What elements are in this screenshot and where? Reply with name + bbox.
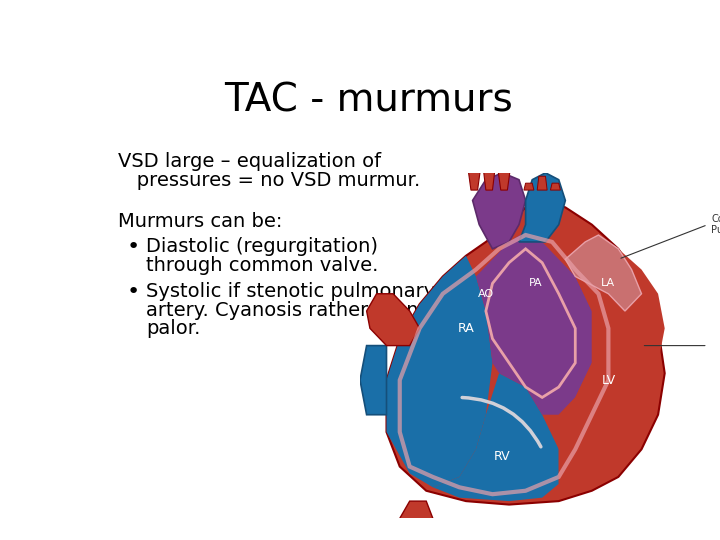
Polygon shape bbox=[559, 235, 665, 484]
Text: AO: AO bbox=[478, 289, 494, 299]
Text: RA: RA bbox=[458, 322, 474, 335]
Text: •: • bbox=[126, 238, 140, 258]
Polygon shape bbox=[498, 159, 510, 190]
Polygon shape bbox=[387, 256, 492, 487]
Text: LV: LV bbox=[601, 374, 616, 387]
Text: LA: LA bbox=[601, 279, 616, 288]
Polygon shape bbox=[565, 235, 642, 311]
Text: Continu
Pulmona: Continu Pulmona bbox=[711, 214, 720, 235]
Polygon shape bbox=[468, 159, 481, 190]
Polygon shape bbox=[537, 176, 547, 190]
Polygon shape bbox=[433, 373, 559, 501]
Polygon shape bbox=[551, 183, 560, 190]
Polygon shape bbox=[519, 173, 565, 242]
Text: artery. Cyanosis rather than: artery. Cyanosis rather than bbox=[145, 301, 418, 320]
Text: PA: PA bbox=[528, 279, 542, 288]
Polygon shape bbox=[472, 173, 526, 249]
Polygon shape bbox=[366, 294, 420, 346]
Text: RV: RV bbox=[494, 450, 510, 463]
Text: Murmurs can be:: Murmurs can be: bbox=[118, 212, 282, 232]
Text: pressures = no VSD murmur.: pressures = no VSD murmur. bbox=[118, 171, 420, 190]
Text: VSD large – equalization of: VSD large – equalization of bbox=[118, 152, 381, 171]
Text: TAC - murmurs: TAC - murmurs bbox=[225, 82, 513, 119]
Text: •: • bbox=[126, 282, 140, 302]
FancyArrowPatch shape bbox=[462, 397, 541, 447]
Polygon shape bbox=[360, 346, 387, 415]
Polygon shape bbox=[482, 156, 496, 190]
Text: palor.: palor. bbox=[145, 319, 200, 338]
Text: Diastolic (regurgitation): Diastolic (regurgitation) bbox=[145, 238, 378, 256]
Text: through common valve.: through common valve. bbox=[145, 256, 378, 275]
Polygon shape bbox=[476, 232, 592, 415]
Text: Systolic if stenotic pulmonary: Systolic if stenotic pulmonary bbox=[145, 282, 435, 301]
Polygon shape bbox=[400, 501, 433, 525]
Polygon shape bbox=[524, 183, 534, 190]
Polygon shape bbox=[387, 200, 665, 504]
